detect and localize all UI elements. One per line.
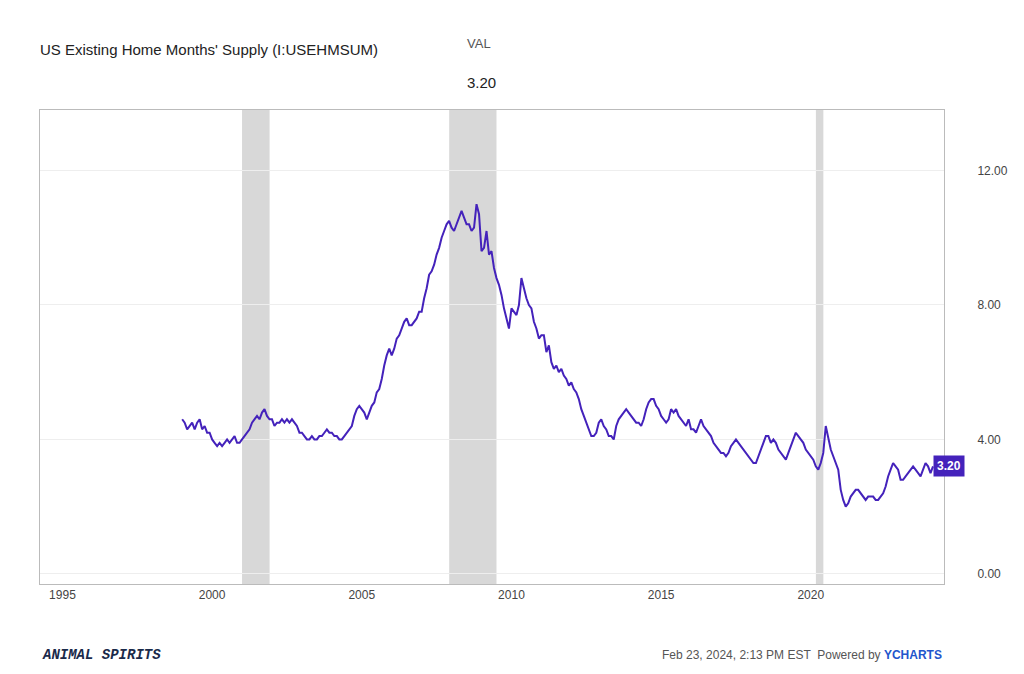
svg-text:Feb 23, 2024, 2:13 PM EST Pow: Feb 23, 2024, 2:13 PM EST Powered by YCH… [662, 648, 942, 662]
svg-text:2005: 2005 [348, 588, 375, 602]
svg-text:VAL: VAL [467, 36, 491, 51]
svg-text:3.20: 3.20 [467, 74, 496, 91]
svg-text:2020: 2020 [797, 588, 824, 602]
svg-text:8.00: 8.00 [977, 298, 1001, 312]
svg-text:2000: 2000 [199, 588, 226, 602]
svg-text:0.00: 0.00 [977, 567, 1001, 581]
svg-text:US Existing Home Months' Suppl: US Existing Home Months' Supply (I:USEHM… [40, 41, 378, 58]
svg-text:2010: 2010 [498, 588, 525, 602]
svg-text:1995: 1995 [49, 588, 76, 602]
svg-text:12.00: 12.00 [977, 164, 1007, 178]
svg-text:2015: 2015 [648, 588, 675, 602]
svg-text:4.00: 4.00 [977, 433, 1001, 447]
svg-text:3.20: 3.20 [937, 459, 961, 473]
svg-text:ANIMAL SPIRITS: ANIMAL SPIRITS [42, 647, 161, 663]
